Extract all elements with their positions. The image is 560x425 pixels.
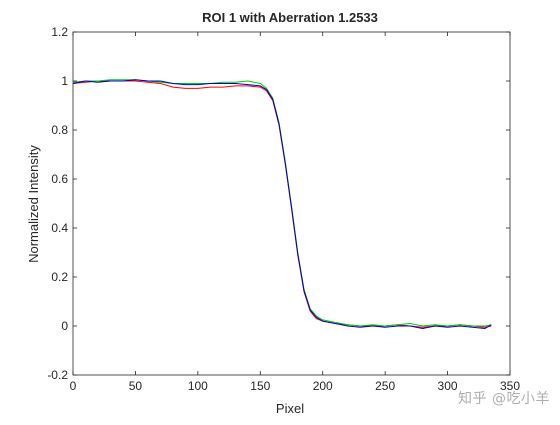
x-tick-label: 50 [129,379,143,393]
y-tick-label: 0.2 [51,270,68,284]
x-tick-label: 200 [313,379,333,393]
x-tick-label: 150 [250,379,270,393]
chart-title: ROI 1 with Aberration 1.2533 [202,10,378,25]
x-tick-label: 100 [188,379,208,393]
x-tick-label: 300 [438,379,458,393]
x-tick-label: 350 [500,379,520,393]
x-axis-label: Pixel [276,401,304,416]
y-tick-label: 1 [61,74,68,88]
y-tick-label: 1.2 [51,25,68,39]
x-tick-label: 0 [70,379,77,393]
y-tick-label: 0.6 [51,172,68,186]
axis-layer: 0 50 100 150 200 250 300 350-0.200.20.40.60.811… [47,25,520,393]
watermark: 知乎 @吃小羊 [458,391,550,407]
y-tick-label: -0.2 [47,368,68,382]
x-tick-label: 250 [375,379,395,393]
y-tick-label: 0 [61,319,68,333]
y-tick-label: 0.4 [51,221,68,235]
y-axis-label: Normalized Intensity [26,145,41,263]
y-tick-label: 0.8 [51,123,68,137]
series-line-3 [72,79,492,329]
series-layer [72,79,492,329]
